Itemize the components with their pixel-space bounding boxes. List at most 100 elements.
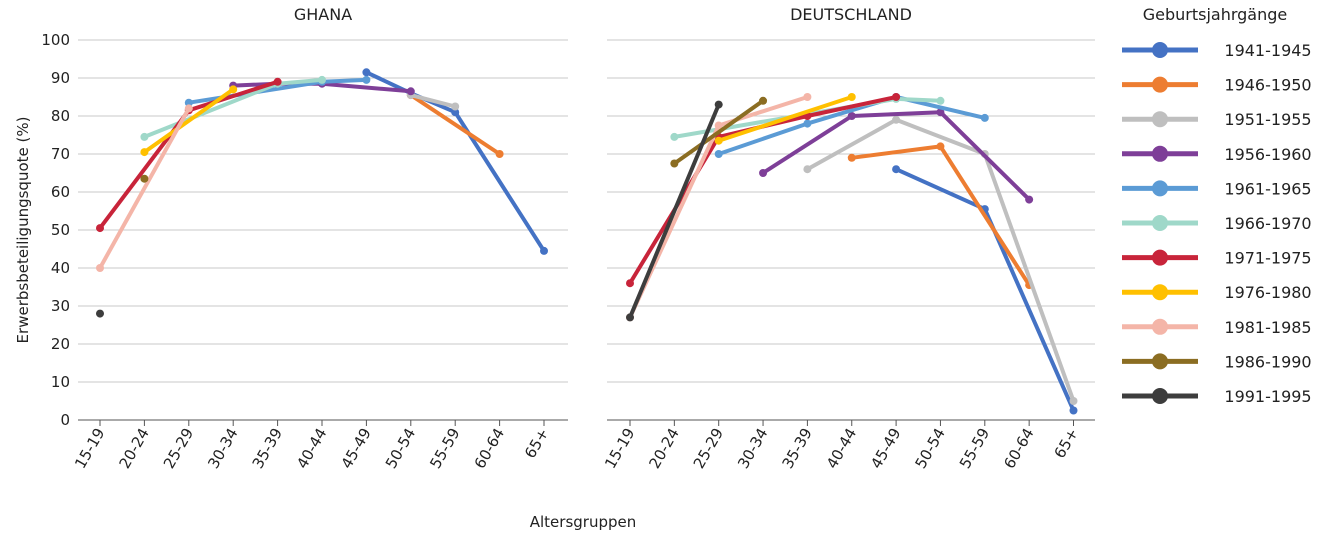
data-point (714, 121, 723, 130)
data-point (1069, 406, 1078, 415)
x-tick-label: 50-54 (382, 425, 419, 472)
legend-entry-label: 1966-1970 (1224, 214, 1311, 233)
data-point (803, 165, 812, 174)
data-point (714, 136, 723, 145)
legend-swatch-marker (1152, 145, 1168, 162)
y-tick-label: 80 (51, 107, 70, 125)
data-point (406, 87, 415, 96)
x-tick-label: 20-24 (115, 425, 152, 472)
y-tick-label: 30 (51, 297, 70, 315)
data-point (451, 108, 460, 117)
legend-entry-label: 1956-1960 (1224, 145, 1311, 164)
series-line (408, 93, 502, 156)
data-point (847, 153, 856, 162)
legend-swatch-marker (1152, 284, 1168, 301)
legend-entry-label: 1991-1995 (1224, 387, 1311, 406)
data-point (759, 96, 768, 105)
x-tick-label: 30-34 (204, 425, 241, 472)
legend-title: Geburtsjahrgänge (1143, 5, 1288, 24)
x-tick-label: 55-59 (426, 425, 463, 472)
legend-swatch-marker (1152, 318, 1168, 335)
data-point (140, 132, 149, 141)
y-tick-label: 50 (51, 221, 70, 239)
x-tick-label: 60-64 (471, 425, 508, 472)
series-line (716, 95, 854, 143)
data-point (714, 100, 723, 109)
data-point (892, 115, 901, 124)
data-point (714, 150, 723, 158)
data-point (670, 159, 679, 168)
x-tick-label: 50-54 (912, 425, 949, 472)
data-point (229, 85, 238, 94)
data-point (892, 93, 901, 101)
x-tick-label: 65+ (1051, 425, 1082, 461)
series-line (364, 70, 546, 253)
series-line (805, 117, 1076, 403)
legend-swatch-marker (1152, 42, 1168, 58)
series-line (142, 87, 236, 155)
y-tick-label: 90 (51, 69, 70, 87)
data-point (184, 98, 193, 107)
data-point (318, 75, 326, 84)
panel-title: DEUTSCHLAND (790, 5, 912, 24)
legend-swatch-marker (1152, 388, 1168, 404)
data-point (1069, 397, 1078, 405)
x-tick-label: 30-34 (734, 425, 771, 472)
legend-entry-label: 1946-1950 (1224, 76, 1311, 95)
data-point (803, 119, 812, 128)
legend-entry-label: 1986-1990 (1224, 352, 1311, 371)
data-point (980, 113, 989, 122)
y-tick-label: 70 (51, 145, 70, 163)
x-tick-label: 35-39 (249, 425, 286, 472)
series-line (761, 110, 1032, 202)
data-point (759, 169, 768, 177)
series-line (628, 102, 721, 320)
x-tick-label: 35-39 (778, 425, 815, 472)
x-tick-label: 45-49 (337, 425, 374, 472)
data-point (803, 93, 812, 101)
series-line (408, 93, 458, 109)
legend-entry-label: 1941-1945 (1224, 41, 1311, 60)
y-tick-label: 40 (51, 259, 70, 277)
y-tick-label: 10 (51, 373, 70, 391)
series-lines (96, 68, 1078, 415)
y-tick-label: 0 (60, 411, 70, 429)
x-tick-label: 65+ (521, 425, 552, 461)
x-axis-label: Altersgruppen (530, 513, 637, 531)
legend-entry-label: 1951-1955 (1224, 110, 1311, 129)
series-line (849, 144, 1032, 288)
x-tick-label: 45-49 (867, 425, 904, 472)
data-point (626, 313, 634, 322)
legend-swatch-marker (1152, 353, 1168, 370)
x-tick-label: 15-19 (601, 425, 638, 472)
x-tick-label: 55-59 (956, 425, 993, 472)
legend-swatch-marker (1152, 180, 1168, 197)
data-point (96, 224, 104, 233)
x-tick-label: 20-24 (645, 425, 682, 472)
x-tick-label: 25-29 (160, 425, 197, 472)
data-point (140, 148, 149, 157)
x-tick-label: 40-44 (293, 425, 330, 472)
data-point (1025, 195, 1034, 204)
data-point (847, 93, 856, 101)
data-point (892, 165, 901, 174)
data-point (626, 279, 634, 288)
legend-entry-label: 1971-1975 (1224, 249, 1311, 268)
series-line (672, 98, 765, 166)
series-line (98, 106, 191, 270)
data-point (140, 174, 149, 183)
data-point (273, 77, 282, 86)
data-point (540, 246, 548, 255)
data-point (936, 108, 945, 117)
legend-swatch-marker (1152, 215, 1168, 231)
data-point (847, 112, 856, 120)
x-tick-label: 60-64 (1000, 425, 1037, 472)
legend-swatch-marker (1152, 111, 1168, 128)
data-point (451, 102, 460, 111)
legend: Geburtsjahrgänge 1941-1945 1946-1950 1951-1… (1122, 5, 1312, 406)
data-point (936, 142, 945, 151)
data-point (362, 75, 371, 84)
legend-swatch-marker (1152, 249, 1168, 266)
data-point (96, 309, 104, 318)
legend-entry-label: 1976-1980 (1224, 283, 1311, 302)
